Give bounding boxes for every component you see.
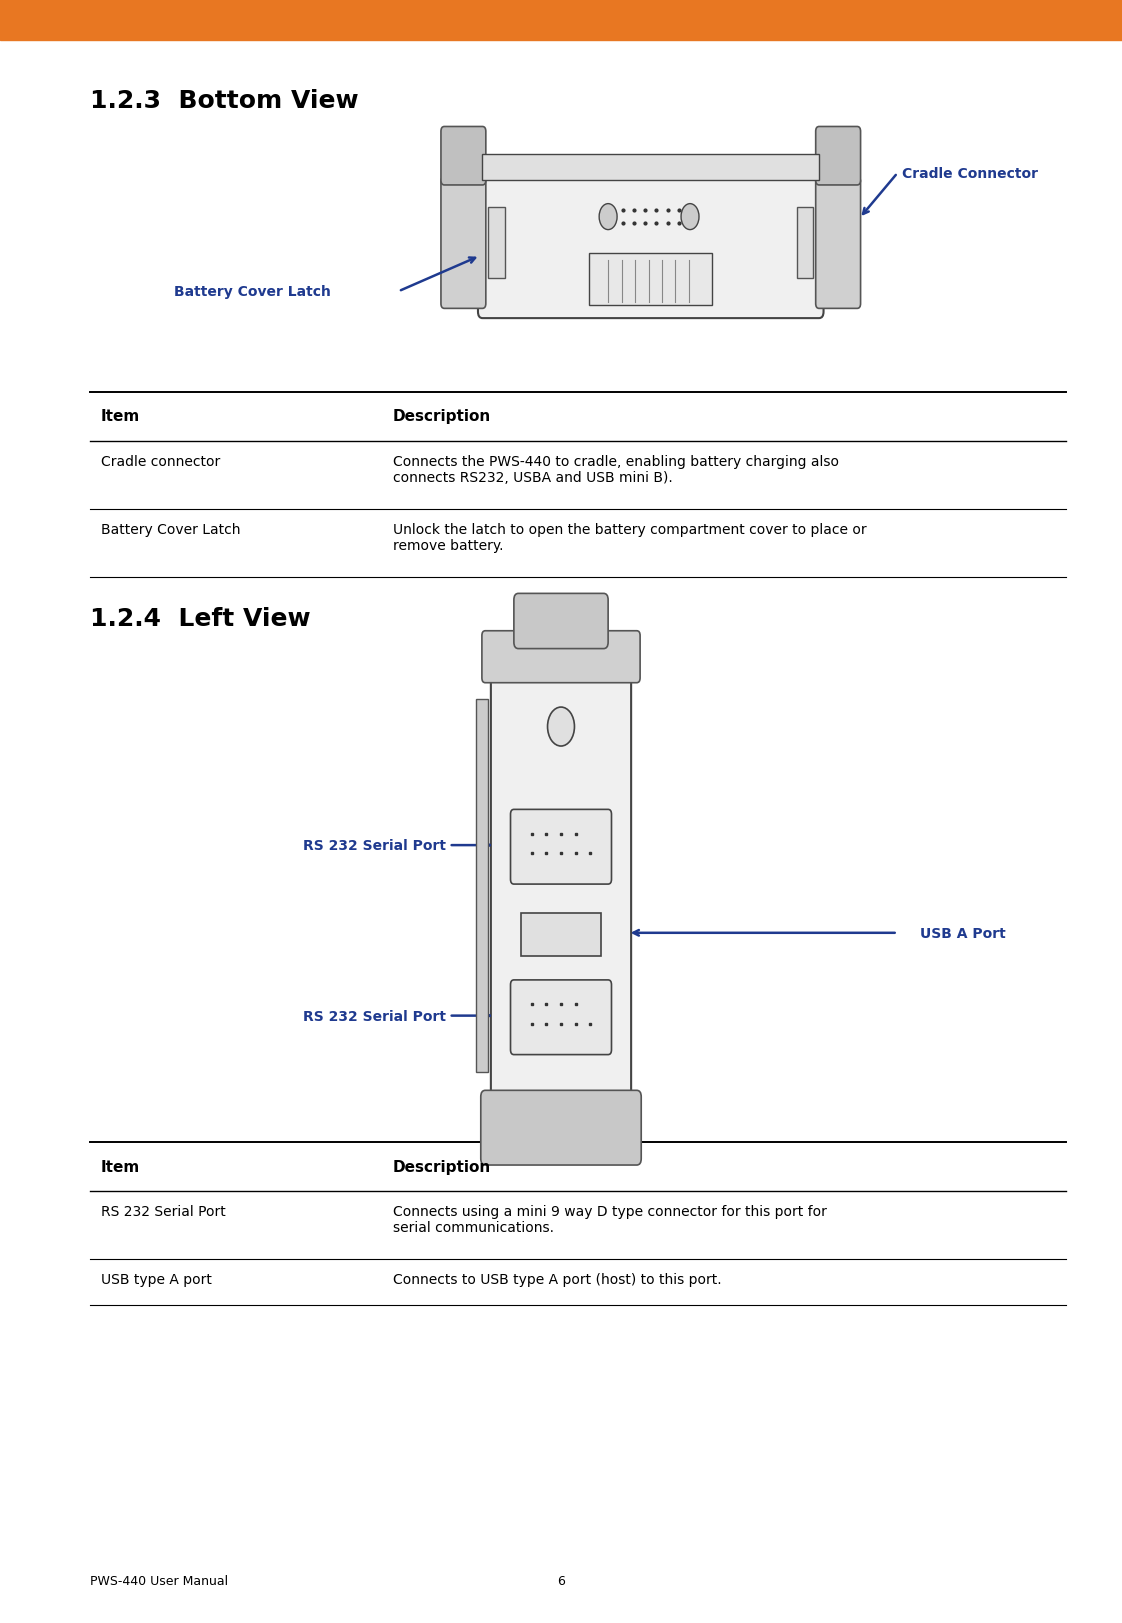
FancyBboxPatch shape (441, 127, 486, 187)
FancyBboxPatch shape (480, 1091, 641, 1165)
Text: RS 232 Serial Port: RS 232 Serial Port (101, 1204, 226, 1219)
FancyBboxPatch shape (478, 169, 824, 318)
Circle shape (599, 204, 617, 230)
Text: Item: Item (101, 409, 140, 424)
Bar (589, 253, 712, 305)
Text: Item: Item (101, 1159, 140, 1173)
Bar (797, 208, 813, 279)
Circle shape (548, 708, 574, 747)
Text: Battery Cover Latch: Battery Cover Latch (101, 523, 240, 537)
Text: RS 232 Serial Port: RS 232 Serial Port (303, 1010, 445, 1022)
Text: 6: 6 (557, 1574, 565, 1587)
Text: Unlock the latch to open the battery compartment cover to place or
remove batter: Unlock the latch to open the battery com… (393, 523, 866, 553)
FancyBboxPatch shape (514, 594, 608, 649)
Text: 1.2.4  Left View: 1.2.4 Left View (90, 607, 311, 631)
FancyBboxPatch shape (482, 631, 640, 683)
Text: PWS-440 User Manual: PWS-440 User Manual (90, 1574, 228, 1587)
Bar (482, 156, 819, 180)
Text: RS 232 Serial Port: RS 232 Serial Port (303, 839, 445, 852)
FancyBboxPatch shape (511, 980, 611, 1055)
Text: Connects using a mini 9 way D type connector for this port for
serial communicat: Connects using a mini 9 way D type conne… (393, 1204, 827, 1235)
Text: Connects to USB type A port (host) to this port.: Connects to USB type A port (host) to th… (393, 1272, 721, 1287)
Text: Connects the PWS-440 to cradle, enabling battery charging also
connects RS232, U: Connects the PWS-440 to cradle, enabling… (393, 454, 839, 485)
FancyBboxPatch shape (816, 127, 861, 187)
Text: USB A Port: USB A Port (920, 927, 1005, 940)
Text: USB type A port: USB type A port (101, 1272, 212, 1287)
FancyBboxPatch shape (491, 635, 631, 1121)
FancyBboxPatch shape (441, 177, 486, 308)
Text: Description: Description (393, 409, 491, 424)
Bar (0, 0, 1122, 41)
FancyBboxPatch shape (511, 810, 611, 885)
Bar (521, 914, 601, 956)
Bar (488, 208, 505, 279)
Text: Battery Cover Latch: Battery Cover Latch (174, 286, 331, 299)
Text: Cradle connector: Cradle connector (101, 454, 220, 469)
Text: 1.2.3  Bottom View: 1.2.3 Bottom View (90, 89, 358, 114)
Bar (476, 700, 487, 1073)
Circle shape (681, 204, 699, 230)
FancyBboxPatch shape (816, 177, 861, 308)
Text: Description: Description (393, 1159, 491, 1173)
Text: Cradle Connector: Cradle Connector (902, 167, 1038, 180)
